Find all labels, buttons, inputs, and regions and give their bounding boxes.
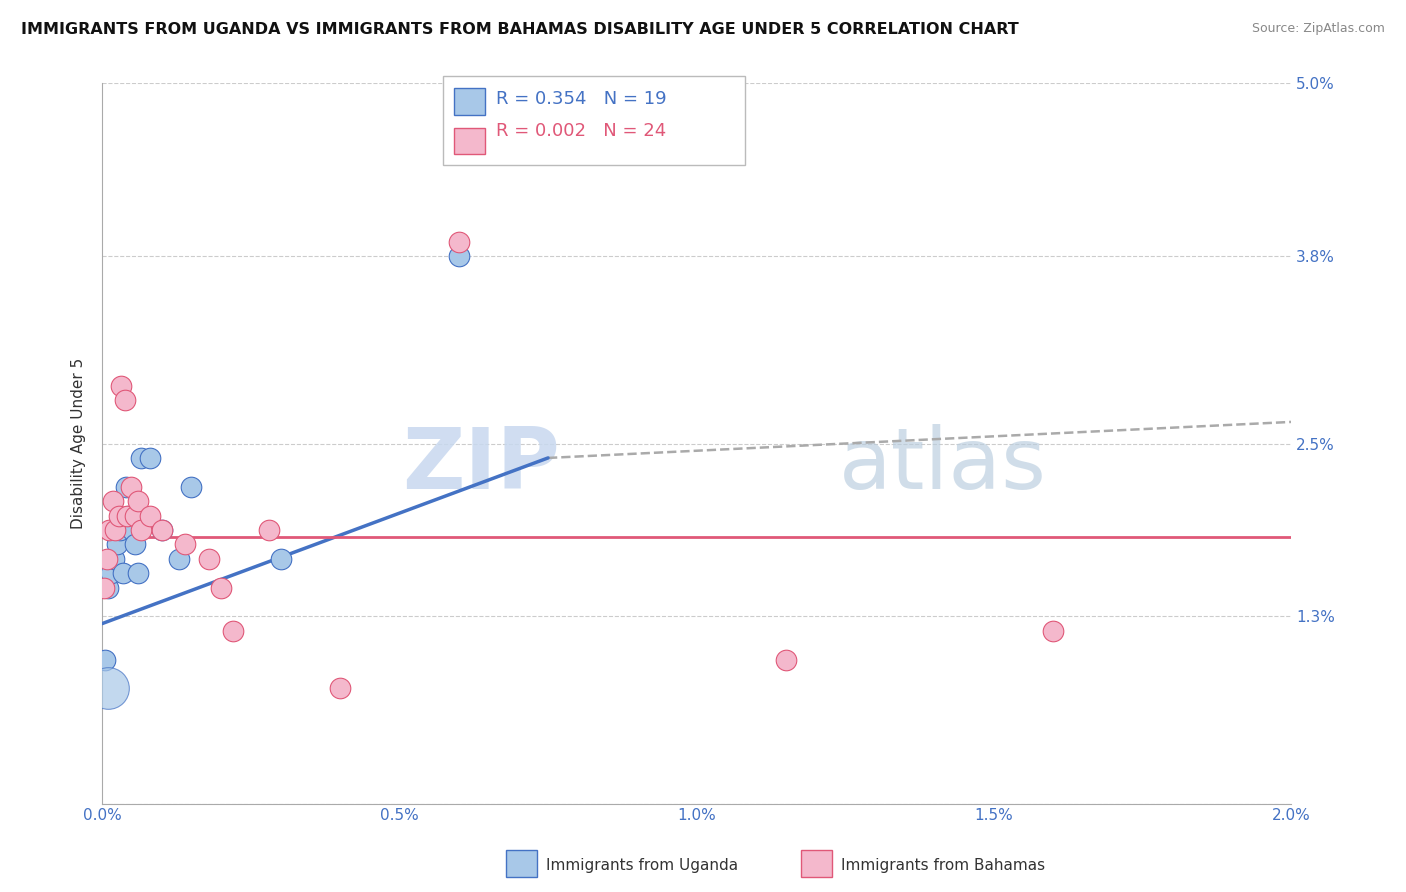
Point [97, 581, 120, 595]
Point [169, 551, 191, 566]
Point [150, 523, 173, 537]
Point [139, 450, 162, 465]
Point [209, 581, 232, 595]
Point [129, 523, 152, 537]
Point [150, 523, 173, 537]
Text: Source: ZipAtlas.com: Source: ZipAtlas.com [1251, 22, 1385, 36]
Point [129, 450, 152, 465]
Point [115, 480, 138, 494]
Point [115, 508, 138, 523]
Point [104, 523, 127, 537]
Point [121, 523, 143, 537]
Point [101, 494, 124, 508]
Point [108, 523, 131, 537]
Point [93, 581, 115, 595]
Point [111, 566, 134, 581]
Text: R = 0.354   N = 19: R = 0.354 N = 19 [496, 90, 666, 108]
Point [124, 537, 146, 551]
Y-axis label: Disability Age Under 5: Disability Age Under 5 [72, 358, 86, 529]
Text: Immigrants from Bahamas: Immigrants from Bahamas [841, 858, 1045, 872]
Point [222, 624, 245, 638]
Point [139, 508, 162, 523]
Text: atlas: atlas [839, 424, 1047, 507]
Point [120, 480, 142, 494]
Point [180, 480, 202, 494]
Point [447, 235, 470, 249]
Point [124, 508, 146, 523]
Point [94, 652, 117, 666]
Point [100, 566, 122, 581]
Point [97, 681, 120, 696]
Point [329, 681, 352, 696]
Point [127, 566, 149, 581]
Text: Immigrants from Uganda: Immigrants from Uganda [546, 858, 738, 872]
Point [1042, 624, 1064, 638]
Point [108, 508, 131, 523]
Point [105, 537, 128, 551]
Point [257, 523, 280, 537]
Point [96, 551, 118, 566]
Point [114, 393, 136, 408]
Point [98, 523, 121, 537]
Point [270, 551, 292, 566]
Text: R = 0.002   N = 24: R = 0.002 N = 24 [496, 122, 666, 140]
Text: IMMIGRANTS FROM UGANDA VS IMMIGRANTS FROM BAHAMAS DISABILITY AGE UNDER 5 CORRELA: IMMIGRANTS FROM UGANDA VS IMMIGRANTS FRO… [21, 22, 1019, 37]
Point [103, 551, 125, 566]
Point [174, 537, 197, 551]
Point [447, 249, 470, 263]
Point [110, 379, 132, 393]
Text: ZIP: ZIP [402, 424, 560, 507]
Point [775, 652, 797, 666]
Point [198, 551, 221, 566]
Point [118, 508, 141, 523]
Point [127, 494, 149, 508]
